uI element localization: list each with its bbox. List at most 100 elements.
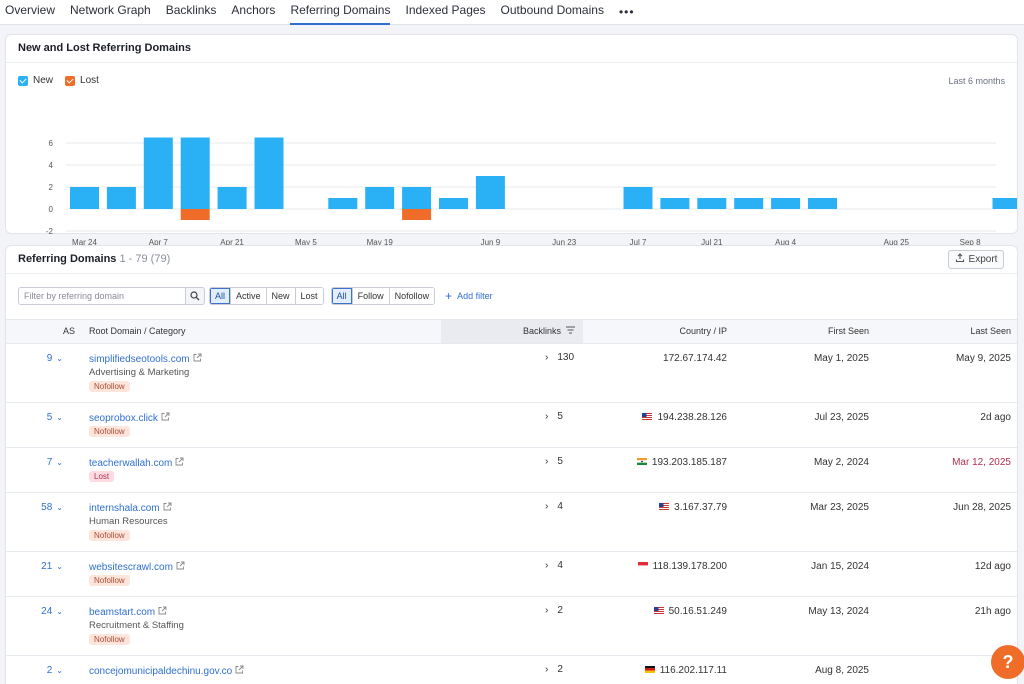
more-tabs-icon[interactable]: ••• bbox=[618, 5, 635, 19]
chevron-right-icon[interactable]: › bbox=[545, 501, 549, 512]
export-button[interactable]: Export bbox=[948, 250, 1004, 269]
add-filter-button[interactable]: + Add filter bbox=[445, 289, 493, 303]
backlinks-count[interactable]: › 5 bbox=[545, 411, 563, 422]
follow-filter-follow[interactable]: Follow bbox=[351, 288, 389, 304]
domain-link[interactable]: concejomunicipaldechinu.gov.co bbox=[89, 665, 244, 677]
as-score[interactable]: 5 ⌄ bbox=[18, 412, 63, 423]
external-link-icon[interactable] bbox=[163, 502, 172, 513]
external-link-icon[interactable] bbox=[176, 561, 185, 572]
tab-network-graph[interactable]: Network Graph bbox=[70, 2, 151, 17]
chevron-right-icon[interactable]: › bbox=[545, 352, 549, 363]
external-link-icon[interactable] bbox=[161, 412, 170, 423]
backlinks-count[interactable]: › 4 bbox=[545, 501, 563, 512]
chevron-down-icon[interactable]: ⌄ bbox=[56, 503, 63, 512]
table-row[interactable]: 5 ⌄ seoprobox.click Nofollow › 5 194.238.28.12… bbox=[6, 403, 1017, 448]
chevron-down-icon[interactable]: ⌄ bbox=[56, 666, 63, 675]
backlinks-count[interactable]: › 5 bbox=[545, 456, 563, 467]
first-seen: Mar 23, 2025 bbox=[810, 502, 869, 513]
chevron-down-icon[interactable]: ⌄ bbox=[56, 607, 63, 616]
chevron-right-icon[interactable]: › bbox=[545, 664, 549, 675]
chevron-right-icon[interactable]: › bbox=[545, 560, 549, 571]
domain-name[interactable]: teacherwallah.com bbox=[89, 458, 173, 469]
y-tick-label: 2 bbox=[49, 183, 54, 192]
checkbox-lost-icon[interactable] bbox=[65, 75, 76, 86]
domain-search-input[interactable] bbox=[18, 287, 186, 305]
domain-name[interactable]: beamstart.com bbox=[89, 607, 156, 618]
as-score[interactable]: 2 ⌄ bbox=[18, 665, 63, 676]
as-score[interactable]: 9 ⌄ bbox=[18, 353, 63, 364]
col-backlinks[interactable]: Backlinks bbox=[441, 320, 583, 343]
table-row[interactable]: 7 ⌄ teacherwallah.com Lost › 5 193.203.185.187… bbox=[6, 448, 1017, 493]
table-row[interactable]: 58 ⌄ internshala.com Human Resources Nofollo… bbox=[6, 493, 1017, 552]
as-score[interactable]: 21 ⌄ bbox=[18, 561, 63, 572]
follow-filter-nofollow[interactable]: Nofollow bbox=[388, 288, 435, 304]
domain-link[interactable]: internshala.com bbox=[89, 502, 172, 514]
tab-backlinks[interactable]: Backlinks bbox=[165, 2, 217, 17]
domain-link[interactable]: seoprobox.click bbox=[89, 412, 170, 424]
as-score[interactable]: 7 ⌄ bbox=[18, 457, 63, 468]
tab-overview[interactable]: Overview bbox=[5, 2, 56, 17]
chevron-down-icon[interactable]: ⌄ bbox=[56, 458, 63, 467]
checkbox-new-icon[interactable] bbox=[18, 75, 28, 86]
external-link-icon[interactable] bbox=[193, 353, 202, 364]
last-seen: Jun 28, 2025 bbox=[953, 502, 1011, 513]
table-row[interactable]: 9 ⌄ simplifiedseotools.com Advertising & Ma… bbox=[6, 344, 1017, 403]
domain-link[interactable]: websitescrawl.com bbox=[89, 561, 185, 573]
tab-indexed-pages[interactable]: Indexed Pages bbox=[405, 2, 486, 17]
domain-name[interactable]: simplifiedseotools.com bbox=[89, 354, 190, 365]
tab-outbound-domains[interactable]: Outbound Domains bbox=[500, 2, 604, 17]
legend-new[interactable]: New bbox=[18, 75, 53, 86]
country-ip: 3.167.37.79 bbox=[659, 502, 727, 513]
domain-link[interactable]: simplifiedseotools.com bbox=[89, 353, 202, 365]
status-filter-active[interactable]: Active bbox=[230, 288, 266, 304]
as-score[interactable]: 24 ⌄ bbox=[18, 606, 63, 617]
chevron-right-icon[interactable]: › bbox=[545, 411, 549, 422]
status-filter-lost[interactable]: Lost bbox=[294, 288, 323, 304]
tab-anchors[interactable]: Anchors bbox=[231, 2, 276, 17]
col-first-seen[interactable]: First Seen bbox=[827, 326, 869, 336]
search-button[interactable] bbox=[186, 287, 205, 305]
domain-link[interactable]: teacherwallah.com bbox=[89, 457, 184, 469]
chevron-right-icon[interactable]: › bbox=[545, 456, 549, 467]
domain-name[interactable]: concejomunicipaldechinu.gov.co bbox=[89, 666, 233, 677]
y-tick-label: 6 bbox=[49, 139, 54, 148]
status-filter-all[interactable]: All bbox=[210, 288, 231, 304]
tab-referring-domains[interactable]: Referring Domains bbox=[290, 0, 391, 25]
backlinks-count[interactable]: › 4 bbox=[545, 560, 563, 571]
table-row[interactable]: 24 ⌄ beamstart.com Recruitment & Staffing No… bbox=[6, 597, 1017, 656]
table-row[interactable]: 21 ⌄ websitescrawl.com Nofollow › 4 118.139.17… bbox=[6, 552, 1017, 597]
backlinks-count[interactable]: › 130 bbox=[545, 352, 574, 363]
col-root-domain[interactable]: Root Domain / Category bbox=[89, 326, 186, 336]
follow-filter-all[interactable]: All bbox=[331, 288, 352, 304]
flag-de-icon bbox=[644, 665, 655, 673]
first-seen: Jul 23, 2025 bbox=[814, 412, 870, 423]
col-last-seen[interactable]: Last Seen bbox=[970, 326, 1011, 336]
backlinks-count[interactable]: › 2 bbox=[545, 664, 563, 675]
domain-name[interactable]: internshala.com bbox=[89, 503, 160, 514]
domain-name[interactable]: seoprobox.click bbox=[89, 413, 158, 424]
lost-bar-may-26 bbox=[402, 209, 432, 220]
legend-lost[interactable]: Lost bbox=[65, 75, 99, 86]
status-filter-new[interactable]: New bbox=[265, 288, 295, 304]
legend-lost-label: Lost bbox=[80, 75, 99, 86]
search-icon bbox=[190, 291, 200, 301]
external-link-icon[interactable] bbox=[175, 457, 184, 468]
external-link-icon[interactable] bbox=[235, 665, 244, 676]
chevron-down-icon[interactable]: ⌄ bbox=[56, 413, 63, 422]
domain-name[interactable]: websitescrawl.com bbox=[89, 562, 173, 573]
backlinks-count[interactable]: › 2 bbox=[545, 605, 563, 616]
country-ip: 172.67.174.42 bbox=[663, 353, 727, 364]
status-badge: Nofollow bbox=[89, 530, 130, 541]
table-row[interactable]: 2 ⌄ concejomunicipaldechinu.gov.co › 2 116.20… bbox=[6, 656, 1017, 684]
col-as[interactable]: AS bbox=[63, 326, 76, 336]
chevron-right-icon[interactable]: › bbox=[545, 605, 549, 616]
as-score[interactable]: 58 ⌄ bbox=[18, 502, 63, 513]
sort-icon[interactable] bbox=[566, 320, 575, 343]
chevron-down-icon[interactable]: ⌄ bbox=[56, 354, 63, 363]
domain-link[interactable]: beamstart.com bbox=[89, 606, 167, 618]
chevron-down-icon[interactable]: ⌄ bbox=[56, 562, 63, 571]
col-country-ip[interactable]: Country / IP bbox=[679, 326, 727, 336]
help-button[interactable]: ? bbox=[991, 645, 1024, 679]
external-link-icon[interactable] bbox=[158, 606, 167, 617]
legend-new-label: New bbox=[33, 75, 54, 86]
